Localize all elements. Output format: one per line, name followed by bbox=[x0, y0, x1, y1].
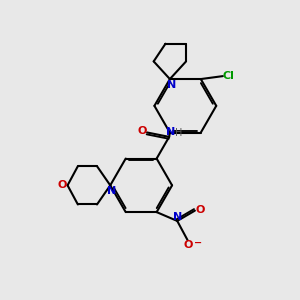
Text: Cl: Cl bbox=[222, 70, 234, 80]
Text: N: N bbox=[172, 212, 182, 222]
Text: H: H bbox=[176, 128, 183, 139]
Text: O: O bbox=[196, 205, 205, 215]
Text: N: N bbox=[167, 80, 176, 90]
Text: N: N bbox=[107, 186, 116, 196]
Text: O: O bbox=[138, 126, 147, 136]
Text: N: N bbox=[166, 127, 176, 137]
Text: −: − bbox=[194, 238, 202, 248]
Text: O: O bbox=[183, 240, 193, 250]
Text: O: O bbox=[58, 180, 67, 190]
